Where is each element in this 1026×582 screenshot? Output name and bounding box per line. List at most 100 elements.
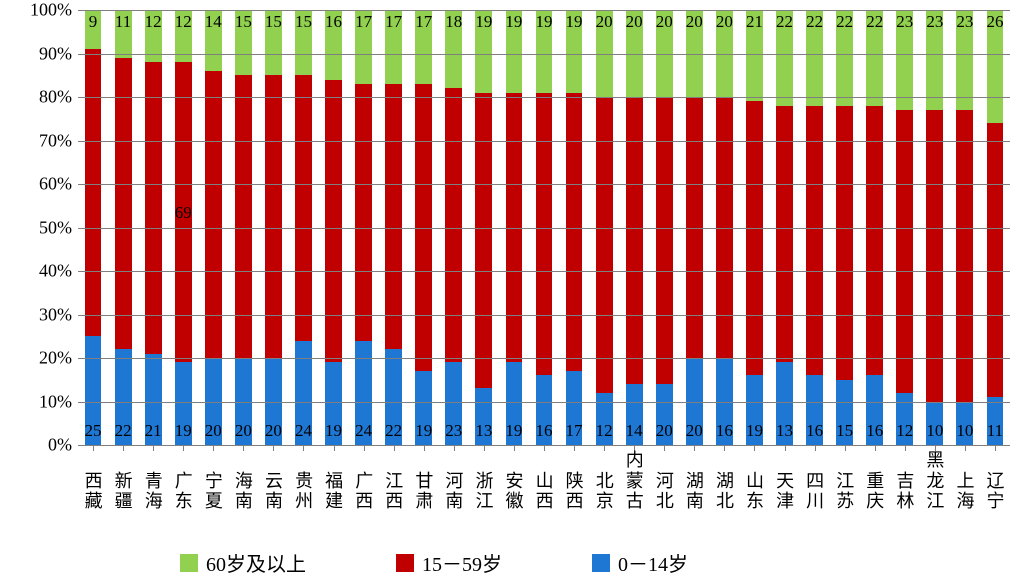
x-category-label: 福建 [325, 450, 342, 512]
value-label-60-plus: 20 [716, 13, 733, 30]
value-label-60-plus: 9 [89, 13, 98, 30]
y-tick-label: 0% [48, 435, 72, 456]
value-label-0-14: 24 [355, 422, 372, 439]
x-category-label: 海南 [235, 450, 252, 512]
value-label-0-14: 13 [776, 422, 793, 439]
value-label-60-plus: 23 [926, 13, 943, 30]
x-category-label: 河南 [445, 450, 462, 512]
legend-label: 60岁及以上 [206, 548, 306, 577]
value-label-15-59: 69 [175, 204, 192, 221]
bar-segment-15-59 [145, 62, 162, 353]
gridline [78, 402, 1010, 403]
y-tick-label: 70% [39, 130, 72, 151]
value-label-0-14: 10 [926, 422, 943, 439]
gridline [78, 445, 1010, 446]
bar-segment-15-59 [536, 93, 553, 376]
value-label-60-plus: 17 [355, 13, 372, 30]
x-category-label: 青海 [145, 450, 162, 512]
value-label-60-plus: 26 [986, 13, 1003, 30]
value-label-60-plus: 22 [806, 13, 823, 30]
y-tick-label: 10% [39, 391, 72, 412]
bar-segment-15-59 [896, 110, 913, 393]
bar-segment-15-59 [85, 49, 102, 336]
bar-segment-15-59 [385, 84, 402, 349]
bar-segment-15-59 [746, 101, 763, 375]
x-category-label: 内蒙古 [626, 450, 643, 512]
y-tick-label: 40% [39, 261, 72, 282]
x-category-label: 贵州 [295, 450, 312, 512]
value-label-60-plus: 22 [866, 13, 883, 30]
legend-item: 60岁及以上 [180, 548, 306, 577]
bar-segment-15-59 [325, 80, 342, 363]
y-tick-label: 100% [30, 0, 72, 21]
gridline [78, 97, 1010, 98]
y-tick-label: 90% [39, 43, 72, 64]
value-label-60-plus: 14 [205, 13, 222, 30]
legend-item: 15－59岁 [396, 548, 502, 577]
bar-segment-15-59 [355, 84, 372, 341]
value-label-60-plus: 19 [475, 13, 492, 30]
x-category-label: 江苏 [836, 450, 853, 512]
bar-segment-15-59 [987, 123, 1004, 397]
value-label-60-plus: 16 [325, 13, 342, 30]
legend: 60岁及以上 15－59岁 0－14岁 [180, 548, 688, 577]
value-label-60-plus: 21 [746, 13, 763, 30]
value-label-0-14: 14 [626, 422, 643, 439]
bar-segment-15-59 [566, 93, 583, 371]
bar-segment-15-59 [866, 106, 883, 376]
legend-swatch [396, 554, 414, 572]
gridline [78, 315, 1010, 316]
y-tick-label: 20% [39, 348, 72, 369]
x-category-label: 湖北 [716, 450, 733, 512]
value-label-60-plus: 20 [626, 13, 643, 30]
value-label-0-14: 16 [535, 422, 552, 439]
value-label-0-14: 20 [235, 422, 252, 439]
x-category-label: 吉林 [896, 450, 913, 512]
x-category-label: 西藏 [85, 450, 102, 512]
value-label-60-plus: 23 [956, 13, 973, 30]
bar-segment-15-59 [235, 75, 252, 358]
x-category-label: 河北 [656, 450, 673, 512]
gridline [78, 184, 1010, 185]
value-label-0-14: 19 [505, 422, 522, 439]
value-label-60-plus: 17 [415, 13, 432, 30]
gridline [78, 271, 1010, 272]
value-label-0-14: 22 [385, 422, 402, 439]
value-label-0-14: 19 [325, 422, 342, 439]
x-category-label: 北京 [596, 450, 613, 512]
x-category-label: 甘肃 [415, 450, 432, 512]
value-label-60-plus: 19 [505, 13, 522, 30]
x-category-label: 广东 [175, 450, 192, 512]
value-label-0-14: 19 [746, 422, 763, 439]
x-category-label: 宁夏 [205, 450, 222, 512]
value-label-0-14: 23 [445, 422, 462, 439]
x-category-label: 浙江 [475, 450, 492, 512]
value-label-0-14: 16 [866, 422, 883, 439]
value-label-0-14: 20 [656, 422, 673, 439]
x-category-label: 山东 [746, 450, 763, 512]
bar-segment-15-59 [295, 75, 312, 340]
y-tick-label: 80% [39, 87, 72, 108]
value-label-0-14: 20 [265, 422, 282, 439]
value-label-60-plus: 12 [175, 13, 192, 30]
gridline [78, 141, 1010, 142]
x-category-label: 广西 [355, 450, 372, 512]
value-label-60-plus: 19 [566, 13, 583, 30]
x-axis-category-labels: 西藏 新疆 青海 广东 宁夏 海南 云南 贵州 福建 广西 江西 甘肃 河南 浙… [78, 450, 1010, 528]
value-label-0-14: 16 [806, 422, 823, 439]
legend-label: 0－14岁 [618, 548, 688, 577]
x-category-label: 上海 [956, 450, 973, 512]
y-tick-label: 50% [39, 217, 72, 238]
bar-segment-15-59 [445, 88, 462, 362]
bar-segment-15-59 [776, 106, 793, 363]
value-label-0-14: 15 [836, 422, 853, 439]
x-category-label: 重庆 [866, 450, 883, 512]
value-label-0-14: 20 [205, 422, 222, 439]
bar-segment-15-59 [475, 93, 492, 389]
value-label-60-plus: 15 [235, 13, 252, 30]
age-structure-stacked-bar-chart: 9251122122112691914201520152015241619172… [0, 0, 1026, 582]
value-label-0-14: 20 [686, 422, 703, 439]
value-label-0-14: 19 [415, 422, 432, 439]
value-label-0-14: 25 [85, 422, 102, 439]
x-category-label: 辽宁 [987, 450, 1004, 512]
